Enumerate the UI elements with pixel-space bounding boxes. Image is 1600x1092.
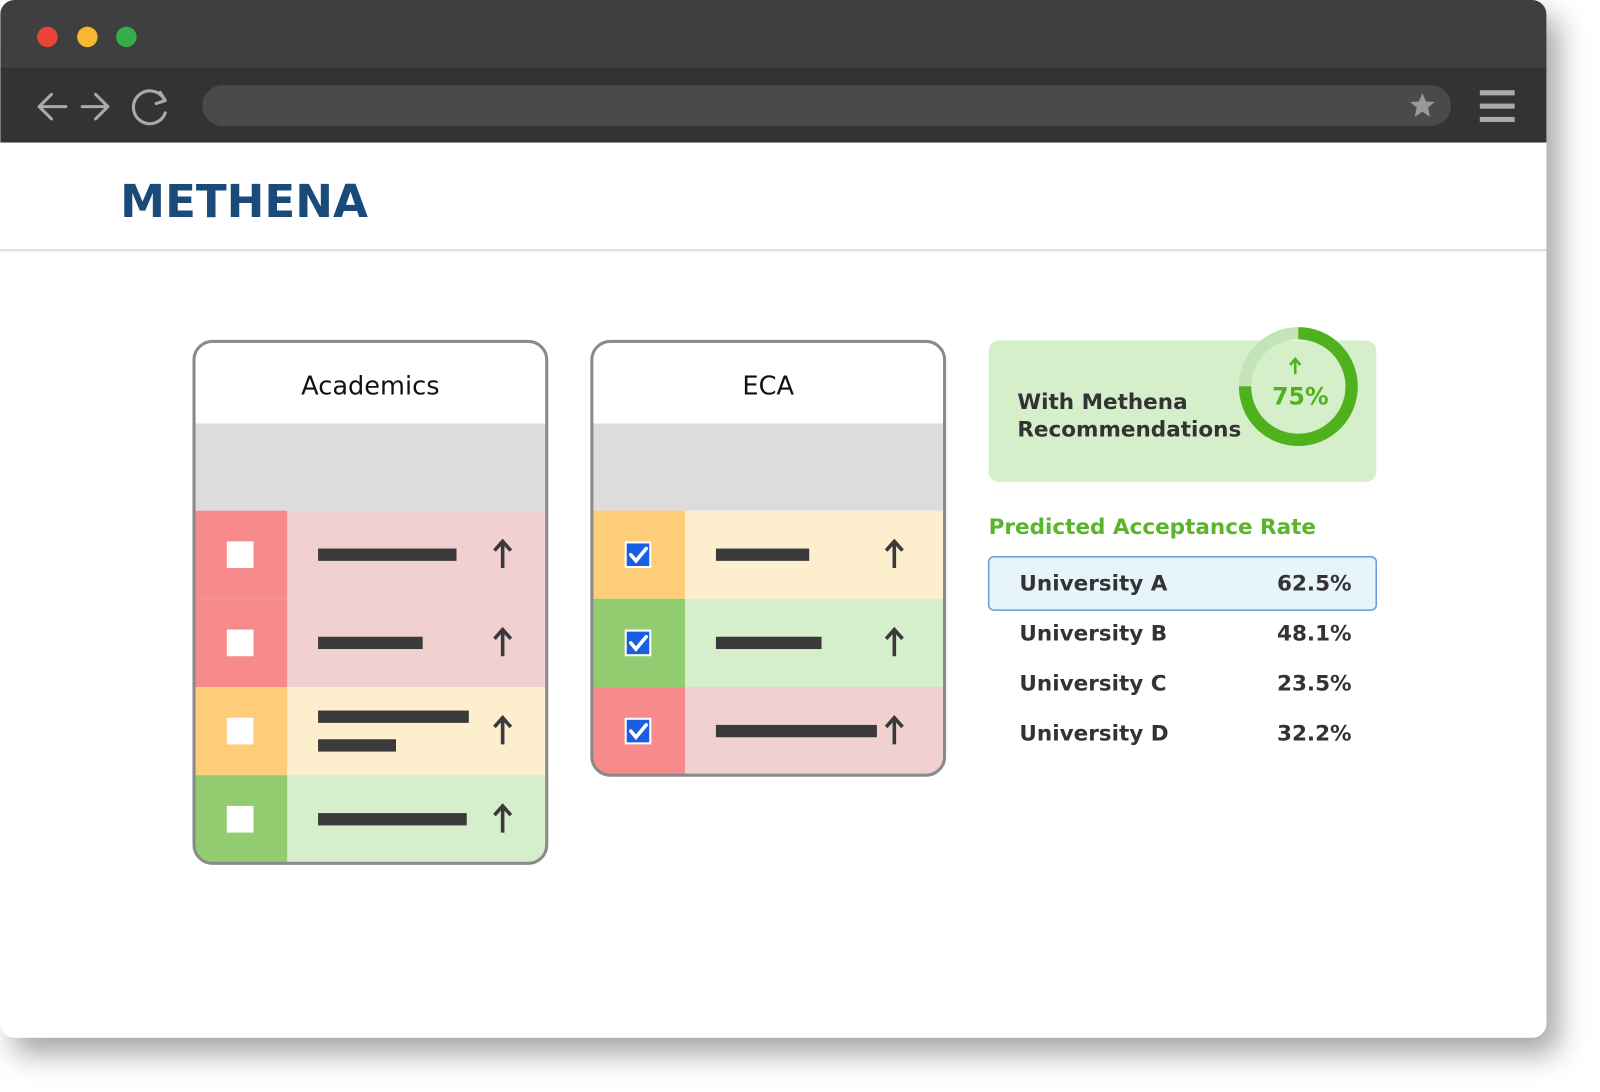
panel-title: ECA <box>742 372 794 402</box>
checkbox[interactable] <box>624 629 652 657</box>
text-placeholder <box>715 636 822 650</box>
panel-header <box>194 341 547 424</box>
gauge-arrow <box>1289 356 1302 375</box>
gauge-progress <box>1238 327 1358 447</box>
panel-border <box>192 339 549 865</box>
text-placeholder <box>715 724 877 738</box>
checkbox[interactable] <box>624 541 652 569</box>
checkbox-box <box>226 717 254 745</box>
title-bar <box>0 0 1547 69</box>
back-button[interactable] <box>37 92 68 121</box>
reload-button[interactable] <box>131 89 167 126</box>
panel: ECA <box>590 339 947 777</box>
university-name: University A <box>1019 571 1167 596</box>
acceptance-rate: 23.5% <box>1277 671 1352 696</box>
summary-card <box>988 340 1377 482</box>
acceptance-rate: 62.5% <box>1277 571 1352 596</box>
text-placeholder <box>318 548 457 561</box>
text-placeholder <box>318 739 397 752</box>
bookmark-star[interactable] <box>1410 93 1435 117</box>
checkbox[interactable] <box>226 717 254 745</box>
gauge-label: 75% <box>1272 382 1328 410</box>
acceptance-rate: 32.2% <box>1277 721 1352 746</box>
university-name: University C <box>1019 671 1166 696</box>
text-placeholder <box>715 548 810 561</box>
up-arrow <box>493 715 513 745</box>
checkmark <box>629 634 648 652</box>
panel-body <box>591 341 945 776</box>
checkbox-box <box>226 629 254 657</box>
panel-title: Academics <box>301 372 439 402</box>
university-row[interactable]: University C 23.5% <box>1019 671 1351 696</box>
section-title: Predicted Acceptance Rate <box>989 515 1316 540</box>
checkmark <box>629 546 648 564</box>
up-arrow <box>493 626 513 657</box>
up-arrow <box>493 538 513 569</box>
list-row <box>194 686 547 776</box>
panel-band <box>194 423 547 511</box>
row-content <box>287 686 547 776</box>
minimize-button[interactable] <box>77 26 98 48</box>
close-button[interactable] <box>37 26 58 48</box>
checkbox[interactable] <box>624 717 652 745</box>
checkbox[interactable] <box>226 541 254 569</box>
checkbox-box <box>226 805 254 833</box>
panel-border <box>590 339 947 777</box>
checkmark <box>629 723 648 741</box>
acceptance-rate: 48.1% <box>1277 621 1352 646</box>
summary-text: Recommendations <box>1017 418 1241 443</box>
list-row <box>194 510 547 599</box>
maximize-button[interactable] <box>116 26 137 48</box>
panel: Academics <box>192 339 549 865</box>
university-row[interactable]: University B 48.1% <box>1019 621 1351 646</box>
up-arrow <box>884 538 904 569</box>
university-row[interactable]: University A 62.5% <box>1019 571 1351 596</box>
checkbox[interactable] <box>226 629 254 657</box>
list-row <box>591 510 945 599</box>
panel-band <box>591 423 945 511</box>
text-placeholder <box>318 710 469 723</box>
address-bar[interactable] <box>202 85 1452 127</box>
text-placeholder <box>318 813 467 826</box>
panel-body <box>194 341 547 864</box>
university-name: University D <box>1019 721 1168 746</box>
text-placeholder <box>318 636 423 650</box>
university-row[interactable]: University D 32.2% <box>1019 721 1351 746</box>
checkbox-box <box>226 541 254 569</box>
list-row <box>194 598 547 687</box>
list-row <box>591 598 945 687</box>
menu-button[interactable] <box>1479 90 1515 123</box>
university-name: University B <box>1019 621 1167 646</box>
up-arrow <box>884 715 904 745</box>
summary-text: With Methena <box>1017 390 1187 415</box>
logo: METHENA <box>120 175 368 228</box>
selected-row <box>987 555 1378 611</box>
forward-button[interactable] <box>80 92 110 121</box>
list-row <box>591 686 945 776</box>
up-arrow <box>884 626 904 657</box>
up-arrow <box>493 803 513 833</box>
panel-header <box>591 341 945 424</box>
list-row <box>194 775 547 864</box>
checkbox[interactable] <box>226 805 254 833</box>
